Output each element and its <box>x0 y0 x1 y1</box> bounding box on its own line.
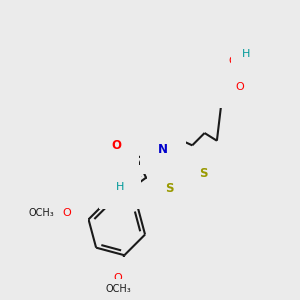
Text: O: O <box>112 139 122 152</box>
Text: O: O <box>114 273 123 283</box>
Text: OCH₃: OCH₃ <box>29 208 55 218</box>
Text: OCH₃: OCH₃ <box>105 284 131 294</box>
Text: O: O <box>236 82 244 92</box>
Text: H: H <box>242 50 250 59</box>
Text: S: S <box>165 182 173 195</box>
Text: O: O <box>63 208 71 218</box>
Text: N: N <box>158 143 168 157</box>
Text: S: S <box>199 167 207 180</box>
Text: H: H <box>116 182 124 192</box>
Text: O: O <box>228 56 237 66</box>
